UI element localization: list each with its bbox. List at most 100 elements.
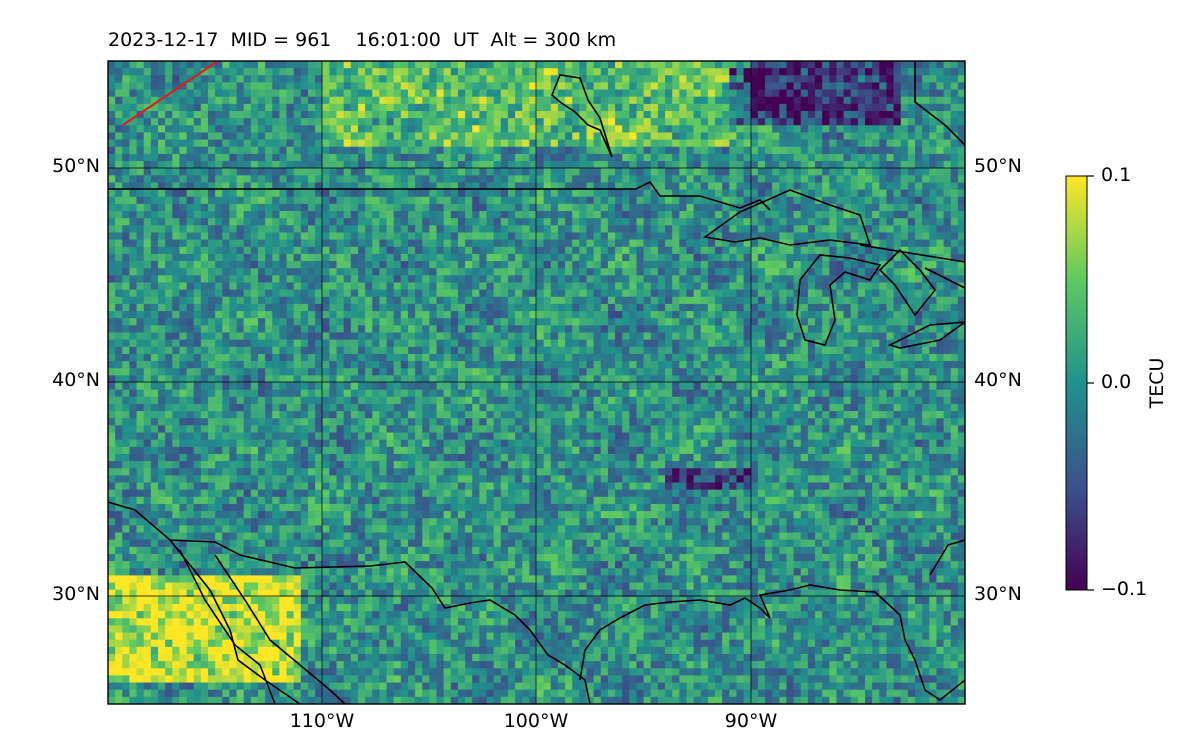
tec-cell [179, 111, 188, 119]
tec-cell [422, 61, 430, 69]
tec-cell [422, 275, 430, 284]
tec-cell [922, 61, 930, 69]
tec-cell [707, 103, 716, 112]
tec-cell [879, 168, 888, 176]
tec-cell [229, 303, 238, 312]
tec-cell [579, 96, 588, 105]
tec-cell [915, 132, 923, 141]
tec-cell [793, 175, 802, 184]
tec-cell [822, 196, 830, 205]
tec-cell [207, 253, 216, 262]
tec-cell [379, 296, 388, 305]
tec-cell [486, 175, 495, 184]
tec-cell [872, 82, 880, 91]
tec-cell [493, 261, 502, 269]
tec-cell [936, 246, 945, 255]
tec-cell [772, 261, 780, 269]
tec-cell [415, 232, 423, 241]
tec-cell [379, 168, 388, 176]
tec-cell [386, 96, 395, 105]
tec-cell [729, 346, 738, 355]
tec-cell [400, 296, 409, 305]
tec-cell [465, 96, 473, 105]
tec-cell [943, 339, 952, 348]
tec-cell [807, 82, 816, 91]
tec-cell [943, 161, 952, 169]
tec-cell [843, 146, 852, 155]
tec-cell [650, 161, 659, 169]
tec-cell [365, 303, 373, 312]
tec-cell [372, 139, 380, 148]
tec-cell [222, 125, 231, 134]
tec-cell [536, 253, 545, 262]
tec-cell [329, 196, 338, 205]
tec-cell [793, 318, 802, 326]
tec-cell [257, 103, 266, 112]
tec-cell [665, 268, 673, 276]
tec-cell [357, 275, 366, 284]
tec-cell [957, 111, 965, 119]
tec-cell [829, 261, 838, 269]
tec-cell [300, 96, 309, 105]
tec-cell [815, 139, 823, 148]
tec-cell [686, 153, 695, 162]
tec-cell [600, 182, 609, 191]
tec-cell [579, 318, 588, 326]
tec-cell [172, 303, 181, 312]
tec-cell [715, 239, 723, 248]
tec-cell [443, 239, 452, 248]
tec-cell [407, 118, 416, 126]
tec-cell [686, 89, 695, 98]
tec-cell [665, 75, 673, 84]
tec-cell [386, 118, 395, 126]
tec-cell [115, 182, 123, 191]
tec-cell [850, 118, 859, 126]
tec-cell [193, 211, 202, 219]
tec-cell [857, 182, 866, 191]
tec-cell [215, 289, 223, 298]
tec-cell [172, 89, 181, 98]
tec-cell [272, 139, 280, 148]
tec-cell [843, 118, 852, 126]
tec-cell [529, 289, 538, 298]
tec-cell [222, 182, 231, 191]
tec-cell [400, 111, 409, 119]
tec-cell [115, 103, 123, 112]
tec-cell [307, 289, 316, 298]
tec-cell [108, 325, 116, 334]
tec-cell [650, 282, 659, 291]
tec-cell [215, 239, 223, 248]
tec-cell [250, 253, 259, 262]
tec-cell [450, 125, 459, 134]
tec-cell [165, 82, 173, 91]
tec-cell [872, 103, 880, 112]
tec-cell [572, 218, 580, 226]
tec-cell [686, 189, 695, 198]
tec-cell [400, 303, 409, 312]
tec-cell [572, 75, 580, 84]
tec-cell [243, 239, 252, 248]
tec-cell [386, 189, 395, 198]
tec-cell [193, 353, 202, 362]
tec-cell [115, 239, 123, 248]
tec-cell [772, 253, 780, 262]
tec-cell [636, 346, 645, 355]
tec-cell [657, 89, 666, 98]
tec-cell [615, 75, 623, 84]
tec-cell [143, 182, 152, 191]
tec-cell [115, 332, 123, 341]
tec-cell [229, 318, 238, 326]
tec-cell [786, 146, 795, 155]
tec-cell [793, 218, 802, 226]
tec-cell [700, 168, 709, 176]
tec-cell [222, 168, 231, 176]
tec-cell [572, 118, 580, 126]
tec-cell [565, 89, 573, 98]
tec-cell [557, 318, 566, 326]
tec-cell [922, 325, 930, 334]
tec-cell [850, 68, 859, 76]
tec-cell [129, 253, 138, 262]
tec-cell [229, 346, 238, 355]
tec-cell [315, 303, 323, 312]
tec-cell [322, 168, 330, 176]
